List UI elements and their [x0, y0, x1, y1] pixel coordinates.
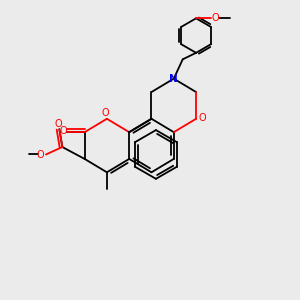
- Text: O: O: [59, 126, 67, 136]
- Text: O: O: [212, 13, 219, 23]
- Text: O: O: [55, 119, 63, 129]
- Text: O: O: [37, 150, 44, 161]
- Text: O: O: [102, 108, 109, 118]
- Text: N: N: [169, 74, 178, 84]
- Text: O: O: [198, 113, 206, 123]
